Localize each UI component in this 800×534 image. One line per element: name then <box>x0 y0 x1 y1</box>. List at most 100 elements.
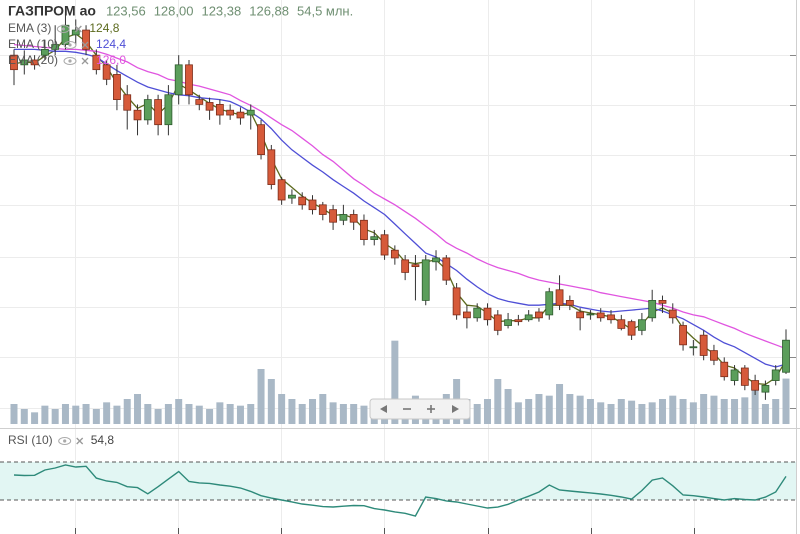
candle-body <box>730 369 739 381</box>
candle-body <box>483 307 492 321</box>
candle-body <box>761 384 770 393</box>
close-icon[interactable] <box>76 437 84 445</box>
volume-bar <box>391 340 399 424</box>
volume-bar <box>525 399 533 424</box>
ohlcv-value: 123,38 <box>201 3 241 18</box>
candle-body <box>565 300 574 306</box>
zoom-in-button[interactable] <box>420 401 442 417</box>
eye-pupil[interactable] <box>61 27 65 31</box>
volume-bar <box>123 399 131 424</box>
candle-body <box>143 99 152 121</box>
volume-bar <box>504 389 512 424</box>
candle-body <box>226 109 235 116</box>
toggle-visibility-rsi[interactable] <box>58 437 72 445</box>
scroll-right-button[interactable] <box>444 401 466 417</box>
zoom-out-button[interactable] <box>396 401 418 417</box>
volume-bar <box>329 402 337 424</box>
ohlcv-value: 54,5 млн. <box>297 3 353 18</box>
legend-name: EMA (20) <box>8 53 58 67</box>
volume-bar <box>267 379 275 424</box>
volume-bar <box>113 405 121 424</box>
candle-body <box>607 314 615 321</box>
candle-body <box>360 219 368 240</box>
volume-bar <box>10 404 18 424</box>
remove-rsi[interactable] <box>76 437 84 445</box>
volume-bar <box>185 404 193 424</box>
candle-body <box>380 234 389 256</box>
candle-body <box>195 99 204 105</box>
volume-bar <box>483 399 491 424</box>
candle-body <box>246 109 255 116</box>
candle-body <box>689 346 698 349</box>
toggle-visibility-ema[interactable] <box>63 57 77 65</box>
candle-body <box>576 311 585 319</box>
eye-icon[interactable] <box>63 41 77 49</box>
ema-layer <box>13 33 787 386</box>
eye-pupil[interactable] <box>63 439 67 443</box>
candle-body <box>782 339 790 373</box>
volume-bar <box>61 404 69 424</box>
remove-ema[interactable] <box>74 25 82 33</box>
candle-body <box>648 300 657 319</box>
remove-ema[interactable] <box>81 57 89 65</box>
volume-bar <box>628 400 636 424</box>
eye-icon[interactable] <box>63 57 77 65</box>
candle-body <box>524 314 533 321</box>
rsi-name: RSI (10) <box>8 433 53 447</box>
candle-body <box>710 350 718 361</box>
volume-bar <box>103 402 111 424</box>
volume-bar <box>31 412 39 424</box>
candle-body <box>40 48 49 56</box>
legend: ГАЗПРОМ ао 123,56 128,00 123,38 126,88 54,5 … <box>8 3 353 447</box>
scroll-left-button[interactable] <box>372 401 394 417</box>
volume-bar <box>658 399 666 424</box>
candle-body <box>637 319 646 331</box>
close-icon[interactable] <box>81 57 89 65</box>
candle-body <box>298 196 307 206</box>
volume-bar <box>134 394 142 424</box>
candle-body <box>51 44 60 50</box>
candle-layer <box>10 14 790 400</box>
zoom-control <box>369 398 471 420</box>
candle-body <box>720 361 729 378</box>
candle-body <box>71 29 80 36</box>
remove-ema[interactable] <box>81 41 89 49</box>
candle-body <box>92 54 101 71</box>
candle-body <box>205 102 214 111</box>
candle-body <box>452 287 461 316</box>
candle-body <box>545 291 554 316</box>
volume-bar <box>92 409 100 424</box>
eye-pupil[interactable] <box>68 43 72 47</box>
candle-body <box>308 199 317 211</box>
candle-body <box>658 300 667 304</box>
candle-body <box>535 311 543 319</box>
volume-bar <box>720 399 728 424</box>
candle-body <box>596 312 605 319</box>
close-icon[interactable] <box>74 25 82 33</box>
candle-body <box>215 104 224 116</box>
close-icon[interactable] <box>81 41 89 49</box>
volume-bar <box>782 378 790 424</box>
candle-body <box>267 149 276 185</box>
candle-body <box>277 179 286 201</box>
volume-bar <box>607 404 615 424</box>
candle-body <box>236 111 245 119</box>
instrument-title: ГАЗПРОМ ао <box>8 3 96 19</box>
candle-body <box>133 109 142 121</box>
candle-body <box>329 209 337 223</box>
eye-icon[interactable] <box>56 25 70 33</box>
legend-value: 124,4 <box>96 37 126 51</box>
toggle-visibility-ema[interactable] <box>56 25 70 33</box>
eye-icon[interactable] <box>58 437 72 445</box>
volume-bar <box>41 405 49 424</box>
volume-bar <box>761 404 769 424</box>
eye-pupil[interactable] <box>68 59 72 63</box>
candle-body <box>164 94 173 126</box>
toggle-visibility-ema[interactable] <box>63 41 77 49</box>
candle-body <box>627 321 636 336</box>
volume-bar <box>195 405 203 424</box>
candle-body <box>113 74 121 100</box>
volume-bar <box>51 409 59 424</box>
